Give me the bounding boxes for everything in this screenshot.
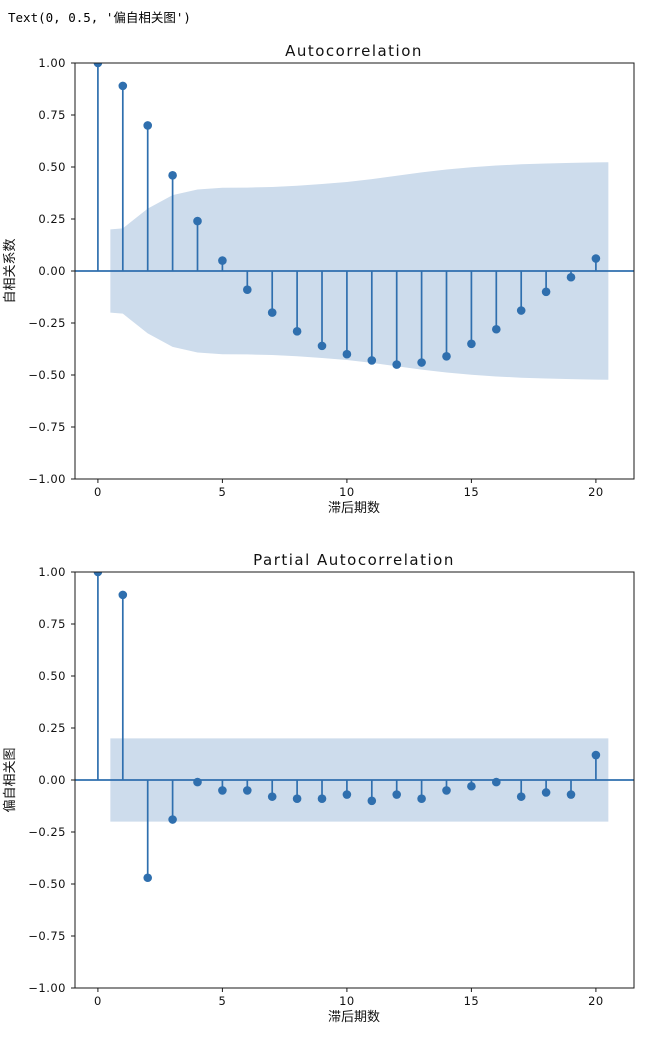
pacf-title: Partial Autocorrelation	[253, 551, 455, 569]
svg-text:0: 0	[94, 994, 102, 1008]
svg-text:0.00: 0.00	[38, 264, 66, 278]
svg-text:−1.00: −1.00	[28, 472, 66, 486]
cell-output-text: Text(0, 0.5, '偏自相关图')	[8, 10, 191, 25]
svg-text:−0.50: −0.50	[28, 368, 66, 382]
svg-text:−0.75: −0.75	[28, 420, 66, 434]
svg-text:−0.25: −0.25	[28, 825, 66, 839]
svg-text:5: 5	[218, 485, 226, 499]
acf-x-axis-label: 滞后期数	[328, 501, 380, 516]
svg-text:−0.25: −0.25	[28, 316, 66, 330]
svg-text:15: 15	[464, 485, 480, 499]
svg-text:0.50: 0.50	[38, 160, 66, 174]
svg-text:0.00: 0.00	[38, 773, 66, 787]
pacf-plot-area: 0 5 10 15 20 1.00 0.75 0.50 0.25 0.00 −0.25 −0.50 −0…	[28, 565, 635, 1008]
svg-text:−0.75: −0.75	[28, 929, 66, 943]
svg-text:0.75: 0.75	[38, 108, 66, 122]
svg-text:0: 0	[94, 485, 102, 499]
acf-chart: Autocorrelation 自相关系数 滞后期数 0 5 10 15 201.000…	[3, 42, 635, 516]
svg-text:5: 5	[218, 994, 226, 1008]
acf-pacf-figure: Autocorrelation 自相关系数 滞后期数 0 5 10 15 20 1.00 0…	[0, 35, 670, 1040]
svg-text:0.50: 0.50	[38, 669, 66, 683]
acf-y-axis-label: 自相关系数	[3, 238, 18, 303]
pacf-x-axis-label: 滞后期数	[328, 1010, 380, 1025]
svg-text:1.00: 1.00	[38, 56, 66, 70]
acf-title: Autocorrelation	[285, 42, 423, 60]
pacf-y-axis-label: 偏自相关图	[3, 747, 18, 812]
svg-text:20: 20	[588, 994, 604, 1008]
pacf-chart: Partial Autocorrelation 偏自相关图 滞后期数 0 5 10 1…	[3, 551, 635, 1025]
svg-text:10: 10	[339, 994, 355, 1008]
svg-text:0.75: 0.75	[38, 617, 66, 631]
svg-text:10: 10	[339, 485, 355, 499]
svg-text:0.25: 0.25	[38, 721, 66, 735]
svg-text:20: 20	[588, 485, 604, 499]
svg-text:0.25: 0.25	[38, 212, 66, 226]
svg-text:−1.00: −1.00	[28, 981, 66, 995]
svg-text:1.00: 1.00	[38, 565, 66, 579]
acf-plot-area: 0 5 10 15 20 1.00 0.75 0.50 0.25 0.00 −0.25 −0.50 −0…	[28, 56, 635, 499]
svg-text:15: 15	[464, 994, 480, 1008]
svg-text:−0.50: −0.50	[28, 877, 66, 891]
